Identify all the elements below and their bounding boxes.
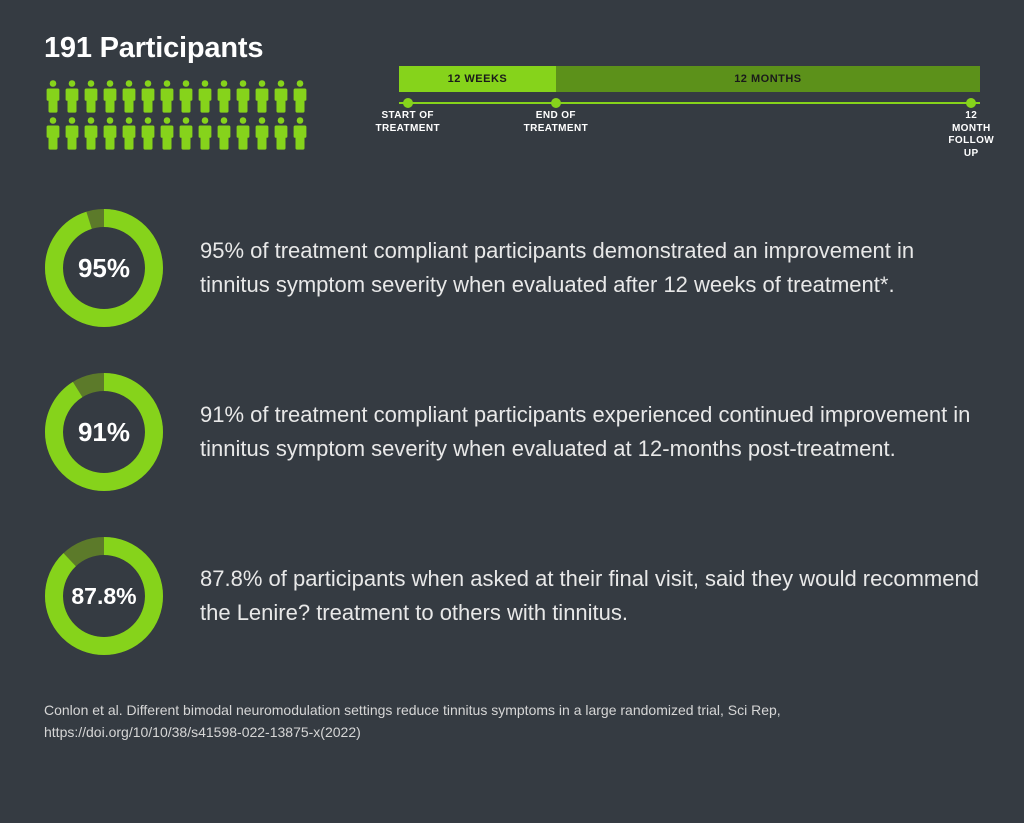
stat-description: 91% of treatment compliant participants …	[200, 398, 980, 466]
stat-row: 95% 95% of treatment compliant participa…	[44, 208, 980, 328]
person-icon	[291, 79, 309, 113]
person-icon	[215, 79, 233, 113]
timeline-labels: START OF TREATMENTEND OF TREATMENT12 MON…	[399, 110, 980, 146]
person-icon	[139, 116, 157, 150]
person-icon	[63, 116, 81, 150]
donut-chart: 87.8%	[44, 536, 164, 656]
citation-text: Conlon et al. Different bimodal neuromod…	[44, 700, 924, 743]
timeline-point-label: 12 MONTH FOLLOW UP	[948, 110, 994, 160]
person-icon	[253, 79, 271, 113]
person-icon	[177, 116, 195, 150]
timeline-segment: 12 MONTHS	[556, 66, 980, 92]
timeline-line	[399, 102, 980, 104]
person-icon	[44, 79, 62, 113]
timeline-point-label: END OF TREATMENT	[524, 110, 589, 135]
timeline-axis	[399, 98, 980, 100]
donut-chart: 95%	[44, 208, 164, 328]
timeline: 12 WEEKS12 MONTHS START OF TREATMENTEND …	[399, 32, 980, 146]
donut-value: 91%	[44, 372, 164, 492]
timeline-point	[403, 98, 413, 108]
stat-row: 87.8% 87.8% of participants when asked a…	[44, 536, 980, 656]
stat-row: 91% 91% of treatment compliant participa…	[44, 372, 980, 492]
timeline-point-label: START OF TREATMENT	[375, 110, 440, 135]
person-icon	[253, 116, 271, 150]
timeline-segment: 12 WEEKS	[399, 66, 556, 92]
person-icon	[139, 79, 157, 113]
stats-list: 95% 95% of treatment compliant participa…	[44, 208, 980, 656]
person-icon	[158, 79, 176, 113]
page-title: 191 Participants	[44, 32, 309, 65]
person-icon	[234, 116, 252, 150]
donut-chart: 91%	[44, 372, 164, 492]
stat-description: 95% of treatment compliant participants …	[200, 234, 980, 302]
header-row: 191 Participants	[44, 32, 980, 150]
person-icon	[44, 116, 62, 150]
timeline-point	[966, 98, 976, 108]
people-row	[44, 79, 309, 113]
people-row	[44, 116, 309, 150]
person-icon	[234, 79, 252, 113]
person-icon	[120, 79, 138, 113]
people-icon-grid	[44, 79, 309, 150]
participants-block: 191 Participants	[44, 32, 309, 150]
person-icon	[196, 116, 214, 150]
person-icon	[291, 116, 309, 150]
person-icon	[196, 79, 214, 113]
person-icon	[101, 116, 119, 150]
person-icon	[158, 116, 176, 150]
person-icon	[215, 116, 233, 150]
donut-value: 95%	[44, 208, 164, 328]
person-icon	[82, 116, 100, 150]
donut-value: 87.8%	[44, 536, 164, 656]
person-icon	[63, 79, 81, 113]
person-icon	[272, 116, 290, 150]
person-icon	[120, 116, 138, 150]
stat-description: 87.8% of participants when asked at thei…	[200, 562, 980, 630]
timeline-bars: 12 WEEKS12 MONTHS	[399, 66, 980, 92]
person-icon	[82, 79, 100, 113]
timeline-point	[551, 98, 561, 108]
person-icon	[177, 79, 195, 113]
person-icon	[101, 79, 119, 113]
person-icon	[272, 79, 290, 113]
